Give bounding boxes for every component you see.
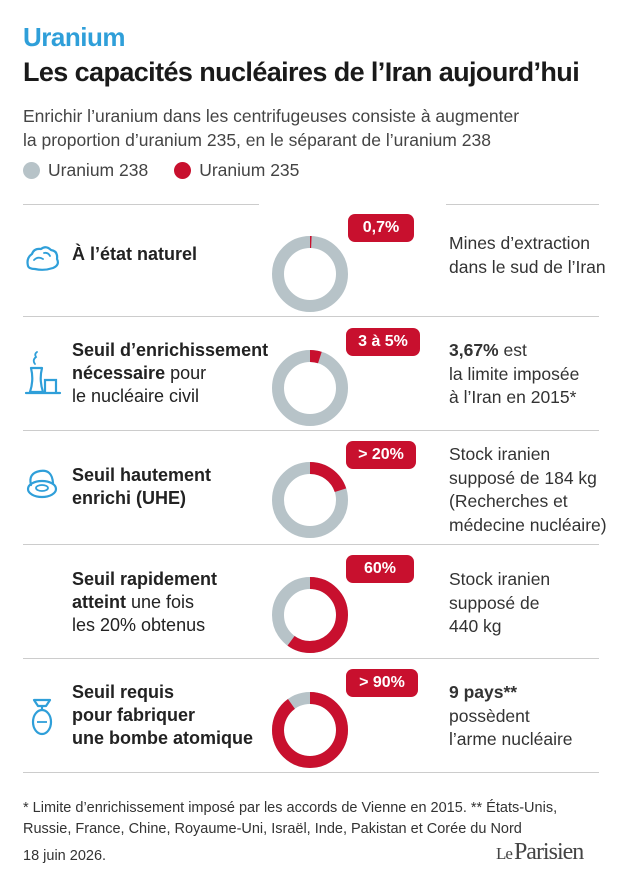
footnote-line-2: Russie, France, Chine, Royaume-Uni, Isra…: [23, 821, 522, 837]
donut-slice-u235: [272, 692, 348, 768]
note-line: Mines d’extraction: [449, 233, 591, 253]
row-note: Stock iranien supposé de 184 kg (Recherc…: [449, 443, 607, 537]
donut-slice-u235: [272, 350, 348, 426]
percentage-badge: 0,7%: [348, 214, 414, 242]
legend-label-u235: Uranium 235: [199, 160, 300, 180]
row-label-bold: Seuil requis: [72, 682, 175, 702]
note-line: 440 kg: [449, 616, 502, 636]
note-text: est: [498, 340, 527, 360]
note-line: à l’Iran en 2015*: [449, 387, 577, 407]
donut-chart: [272, 692, 348, 768]
note-line: Stock iranien: [449, 569, 551, 589]
note-line: l’arme nucléaire: [449, 729, 573, 749]
note-line: médecine nucléaire): [449, 514, 607, 535]
percentage-badge: 60%: [346, 555, 414, 583]
row-label-bold: nécessaire: [72, 363, 166, 383]
row-label: Seuil requis pour fabriquer une bombe at…: [72, 681, 253, 750]
bomb-icon: [31, 698, 53, 736]
row-label-bold: enrichi (UHE): [72, 488, 187, 508]
row-divider: [23, 316, 599, 317]
note-bold: 3,67%: [449, 340, 499, 360]
row-note: Stock iranien supposé de 440 kg: [449, 568, 550, 639]
note-line: la limite imposée: [449, 363, 580, 384]
row-divider: [23, 430, 599, 431]
page-title: Les capacités nucléaires de l’Iran aujou…: [23, 57, 580, 87]
row-label-bold: Seuil d’enrichissement: [72, 340, 269, 360]
subtitle-line-1: Enrichir l’uranium dans les centrifugeus…: [23, 106, 520, 126]
donut-chart: [272, 577, 348, 653]
rock-icon: [26, 246, 59, 271]
logo-name: Parisien: [513, 839, 584, 865]
note-line: possèdent: [449, 705, 530, 726]
power-plant-icon: [24, 351, 62, 395]
legend-swatch-u235: [174, 162, 192, 179]
donut-chart: [272, 236, 348, 312]
row-divider: [446, 204, 599, 205]
donut-slice-u235: [272, 577, 348, 653]
note-line: dans le sud de l’Iran: [449, 256, 606, 277]
row-label-bold: atteint: [72, 592, 126, 612]
subtitle-line-2: la proportion d’uranium 235, en le sépar…: [23, 130, 491, 150]
legend-swatch-u238: [23, 162, 40, 179]
publication-date: 18 juin 2026.: [23, 848, 107, 864]
note-line: (Recherches et: [449, 491, 568, 511]
row-label-bold: Seuil hautement: [72, 465, 212, 485]
row-label-bold: Seuil rapidement: [72, 569, 218, 589]
row-label: Seuil d’enrichissement nécessaire pour l…: [72, 339, 268, 408]
donut-slice-u235: [272, 462, 348, 538]
le-parisien-logo: LeParisien: [496, 839, 584, 866]
kicker: Uranium: [23, 22, 125, 52]
footnote-line-1: * Limite d’enrichissement imposé par les…: [23, 800, 558, 816]
row-divider: [23, 204, 259, 205]
note-line: supposé de: [449, 592, 540, 613]
donut-slice-u235: [272, 236, 348, 312]
footnote: * Limite d’enrichissement imposé par les…: [23, 798, 603, 840]
donut-chart: [272, 462, 348, 538]
row-label-text: pour: [165, 363, 207, 383]
percentage-badge: > 90%: [346, 669, 418, 697]
row-label-text: les 20% obtenus: [72, 615, 206, 635]
row-label-bold: À l’état naturel: [72, 244, 198, 264]
legend-label-u238: Uranium 238: [48, 160, 149, 180]
logo-le: Le: [496, 844, 513, 863]
subtitle: Enrichir l’uranium dans les centrifugeus…: [23, 104, 519, 152]
row-note: 3,67% est la limite imposée à l’Iran en …: [449, 339, 579, 410]
row-divider: [23, 658, 599, 659]
row-note: Mines d’extraction dans le sud de l’Iran: [449, 232, 606, 279]
donut-chart: [272, 350, 348, 426]
row-label: Seuil rapidement atteint une fois les 20…: [72, 568, 217, 637]
note-line: Stock iranien: [449, 444, 551, 464]
donut-slice-u238: [272, 350, 348, 426]
row-divider: [23, 544, 599, 545]
row-label: Seuil hautement enrichi (UHE): [72, 464, 211, 510]
legend-item-u235: Uranium 235: [174, 160, 299, 181]
row-label-text: une fois: [126, 592, 195, 612]
row-label-text: le nucléaire civil: [72, 386, 200, 406]
note-bold: 9 pays**: [449, 682, 518, 702]
lab-icon: [26, 469, 58, 499]
row-divider: [23, 772, 599, 773]
row-label-bold: une bombe atomique: [72, 728, 254, 748]
percentage-badge: 3 à 5%: [346, 328, 420, 356]
row-note: 9 pays** possèdent l’arme nucléaire: [449, 681, 573, 752]
row-label-bold: pour fabriquer: [72, 705, 196, 725]
legend: Uranium 238 Uranium 235: [23, 160, 325, 181]
row-label: À l’état naturel: [72, 243, 197, 266]
note-line: supposé de 184 kg: [449, 467, 597, 488]
donut-slice-u238: [272, 236, 348, 312]
percentage-badge: > 20%: [346, 441, 416, 469]
legend-item-u238: Uranium 238: [23, 160, 148, 181]
